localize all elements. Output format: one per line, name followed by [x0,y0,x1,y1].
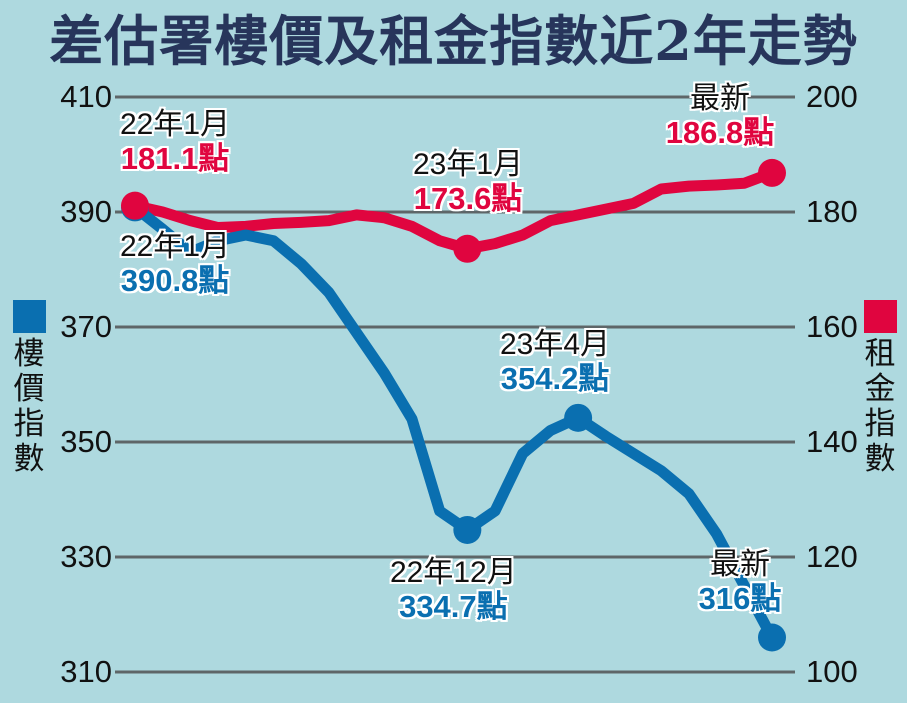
price-axis-label-2: 價 [13,371,45,407]
left-tick-370: 370 [60,309,112,344]
annotation-rent-start: 22年1月 181.1點 [120,108,230,176]
annotation-value: 390.8點 [120,263,230,298]
annotation-value: 181.1點 [120,141,230,176]
left-tick-330: 330 [60,539,112,574]
right-tick-100: 100 [806,654,858,689]
left-tick-410: 410 [60,79,112,114]
annotation-value: 334.7點 [399,589,508,624]
data-point-marker [758,158,786,187]
rent-axis-label-1: 租 [864,336,896,372]
annotation-date: 22年12月 [390,556,517,589]
gridlines [115,95,795,674]
point-markers [121,158,786,652]
right-tick-160: 160 [806,309,858,344]
price-axis-label-1: 樓 [13,336,45,372]
annotation-price-peak: 23年4月 354.2點 [500,328,610,396]
annotation-price-latest: 最新 316點 [690,548,790,616]
right-tick-120: 120 [806,539,858,574]
left-tick-310: 310 [60,654,112,689]
rent-axis-label-4: 數 [864,441,896,477]
annotation-date: 最新 [690,82,750,115]
right-tick-180: 180 [806,194,858,229]
price-axis-label-3: 指 [13,406,45,442]
annotation-rent-low: 23年1月 173.6點 [413,148,523,216]
right-tick-200: 200 [806,79,858,114]
annotation-value: 316點 [698,581,782,616]
data-point-marker [758,623,786,652]
annotation-date: 22年1月 [120,230,231,263]
annotation-value: 354.2點 [500,361,610,396]
rent-legend-swatch [864,300,897,333]
rent-index-line [129,167,778,255]
annotation-date: 23年1月 [413,148,524,181]
annotation-date: 23年4月 [500,328,611,361]
annotation-rent-latest: 最新 186.8點 [660,82,780,150]
left-tick-350: 350 [60,424,112,459]
annotation-date: 22年1月 [120,108,231,141]
price-index-line [129,201,778,643]
annotation-value: 173.6點 [413,181,523,216]
rent-axis-label-3: 指 [864,406,896,442]
price-axis-label-4: 數 [13,441,45,477]
annotation-price-start: 22年1月 390.8點 [120,230,230,298]
data-point-marker [121,191,149,220]
left-tick-390: 390 [60,194,112,229]
data-point-marker [453,515,482,544]
rent-axis-label-2: 金 [864,371,896,407]
price-legend-swatch [13,300,46,333]
annotation-date: 最新 [710,548,770,581]
annotation-value: 186.8點 [665,115,775,150]
chart-title: 差估署樓價及租金指數近2年走勢 [49,9,858,73]
data-point-marker [564,403,593,432]
annotation-price-low: 22年12月 334.7點 [390,556,517,624]
data-point-marker [453,234,482,263]
right-tick-140: 140 [806,424,858,459]
